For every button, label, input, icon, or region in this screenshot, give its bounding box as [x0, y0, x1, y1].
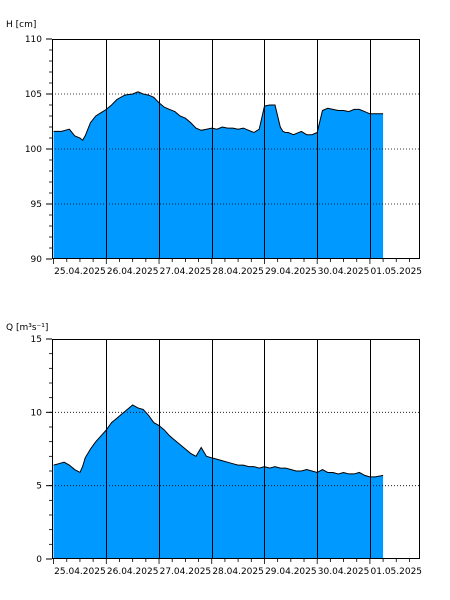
y-tick-label: 100 [25, 145, 42, 155]
plot-frame [52, 339, 420, 559]
x-tick-label: 27.04.2025 [160, 267, 212, 277]
x-tick-label: 29.04.2025 [265, 567, 317, 577]
x-tick-label: 01.05.2025 [371, 567, 423, 577]
y-tick-label: 95 [31, 200, 42, 210]
x-tick-label: 25.04.2025 [54, 567, 106, 577]
y-tick-label: 0 [36, 555, 42, 565]
x-tick-label: 30.04.2025 [318, 267, 370, 277]
x-tick-label: 25.04.2025 [54, 267, 106, 277]
x-tick-label: 26.04.2025 [107, 567, 159, 577]
x-tick-label: 28.04.2025 [212, 567, 264, 577]
y-tick-label: 110 [25, 35, 42, 45]
y-tick-label: 10 [31, 408, 43, 418]
x-tick-label: 27.04.2025 [160, 567, 212, 577]
discharge-axis-label: Q [m³s⁻¹] [6, 323, 48, 333]
x-tick-label: 01.05.2025 [371, 267, 423, 277]
x-tick-label: 26.04.2025 [107, 267, 159, 277]
y-tick-label: 5 [36, 482, 42, 492]
x-tick-label: 30.04.2025 [318, 567, 370, 577]
plot-frame [52, 39, 420, 259]
y-tick-label: 105 [25, 90, 42, 100]
series-area [53, 405, 384, 559]
x-tick-label: 28.04.2025 [212, 267, 264, 277]
x-tick-label: 29.04.2025 [265, 267, 317, 277]
water-level-chart: H [cm] 90 95 100 105 110 25.04.2025 26.04.2025… [6, 20, 422, 277]
series-line [53, 404, 384, 478]
water-level-axis-label: H [cm] [6, 20, 36, 30]
y-tick-label: 90 [31, 255, 43, 265]
y-tick-label: 15 [31, 335, 42, 345]
series-line [53, 91, 384, 141]
series-area [53, 91, 384, 259]
discharge-chart: Q [m³s⁻¹] 0 5 10 15 25.04.2025 26.04.2025 27.0… [6, 323, 422, 577]
